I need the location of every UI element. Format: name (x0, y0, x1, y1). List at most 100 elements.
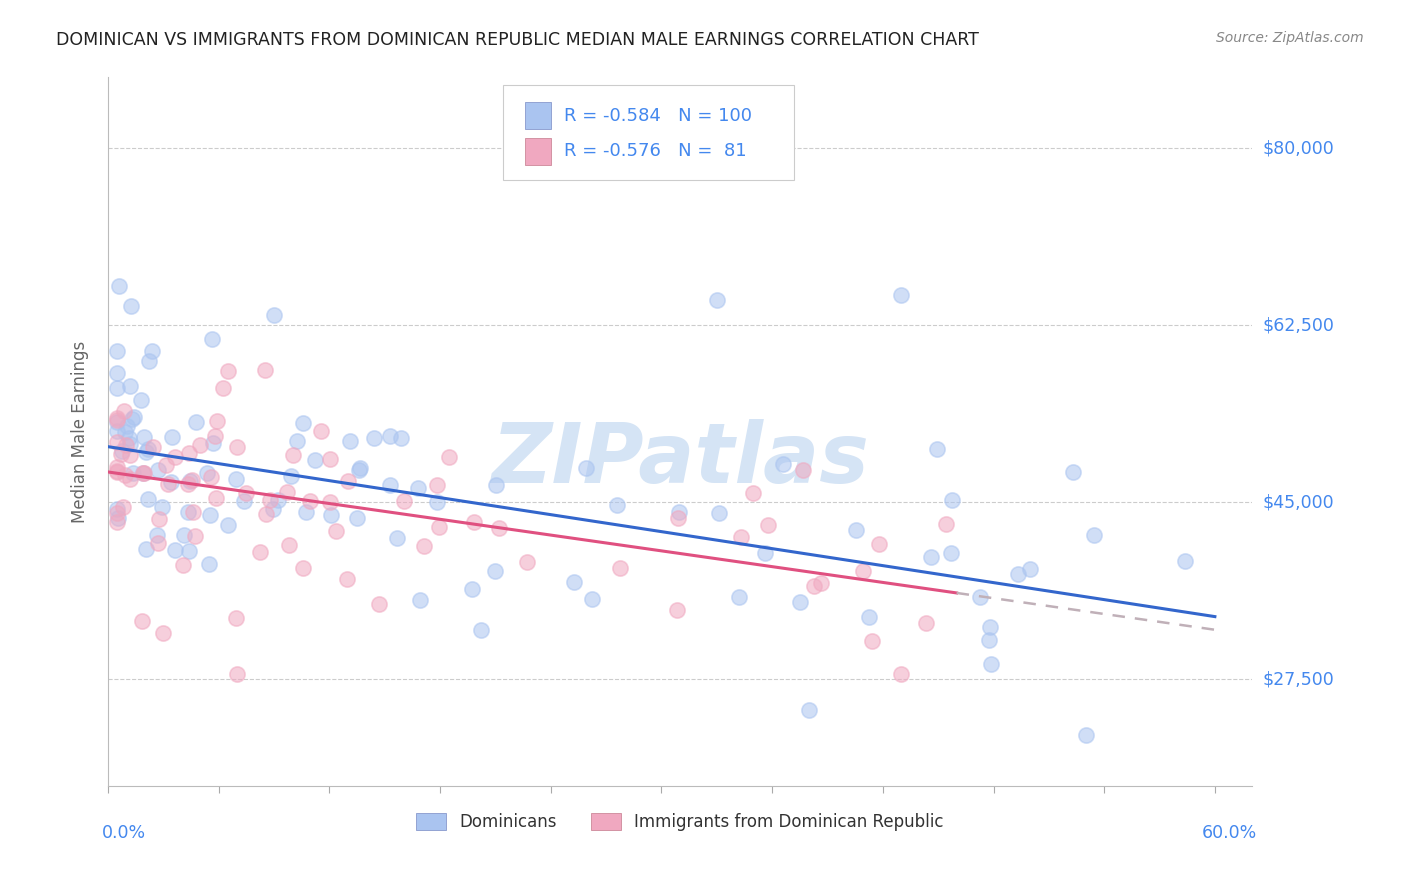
Point (915, 616, 938, 631)
Point (516, 556, 538, 570)
Point (336, 474, 359, 488)
Point (605, 499, 627, 513)
Point (1007, 567, 1029, 582)
Point (200, 332, 222, 346)
Text: DOMINICAN VS IMMIGRANTS FROM DOMINICAN REPUBLIC MEDIAN MALE EARNINGS CORRELATION: DOMINICAN VS IMMIGRANTS FROM DOMINICAN R… (56, 31, 979, 49)
Point (319, 495, 342, 509)
Point (426, 495, 449, 509)
Point (727, 590, 749, 604)
Point (741, 486, 763, 500)
Point (195, 466, 218, 480)
Point (111, 500, 134, 514)
Point (756, 517, 779, 532)
Text: $45,000: $45,000 (1263, 493, 1334, 511)
Text: $27,500: $27,500 (1263, 670, 1334, 689)
Point (754, 546, 776, 560)
Legend: Dominicans, Immigrants from Dominican Republic: Dominicans, Immigrants from Dominican Re… (409, 805, 950, 838)
Point (177, 505, 200, 519)
Point (105, 516, 128, 530)
Point (980, 657, 1002, 671)
Point (105, 424, 128, 438)
Point (118, 472, 141, 486)
Point (105, 381, 128, 395)
Point (309, 425, 332, 439)
Point (198, 508, 221, 523)
Point (156, 476, 179, 491)
Point (105, 413, 128, 427)
Point (562, 575, 585, 590)
Point (211, 381, 233, 395)
Point (427, 520, 450, 534)
Point (363, 431, 385, 445)
Point (709, 507, 731, 521)
Point (120, 299, 142, 313)
Point (797, 703, 820, 717)
Point (134, 430, 156, 444)
Point (148, 512, 170, 526)
Point (179, 544, 201, 558)
Point (291, 560, 314, 574)
Point (389, 431, 412, 445)
Point (1062, 465, 1084, 479)
Point (368, 597, 391, 611)
Point (378, 428, 401, 442)
Bar (526, 137, 551, 164)
Point (152, 500, 174, 514)
Point (173, 528, 195, 542)
Text: Source: ZipAtlas.com: Source: ZipAtlas.com (1216, 31, 1364, 45)
Point (120, 379, 142, 393)
Point (666, 603, 689, 617)
Point (1174, 553, 1197, 567)
Point (408, 481, 430, 495)
Point (184, 415, 207, 429)
Point (319, 451, 342, 466)
Point (184, 529, 207, 543)
Point (121, 466, 143, 480)
Point (179, 474, 201, 488)
Point (235, 486, 257, 500)
Point (148, 536, 170, 550)
Text: $80,000: $80,000 (1263, 139, 1334, 157)
Text: R = -0.584   N = 100: R = -0.584 N = 100 (564, 107, 752, 125)
Point (105, 410, 128, 425)
Point (869, 537, 891, 551)
Point (979, 633, 1001, 648)
Point (1083, 528, 1105, 542)
Point (177, 477, 200, 491)
Point (339, 434, 361, 448)
Point (253, 363, 276, 377)
Point (254, 508, 277, 522)
Point (205, 413, 228, 427)
Point (198, 557, 221, 571)
Point (124, 409, 146, 424)
Point (890, 667, 912, 681)
Point (135, 445, 157, 459)
Point (319, 508, 342, 522)
Point (132, 467, 155, 481)
Point (233, 493, 256, 508)
Point (810, 575, 832, 590)
Point (146, 528, 169, 542)
Point (789, 595, 811, 609)
Point (267, 493, 290, 508)
Point (131, 615, 153, 629)
Point (159, 475, 181, 489)
Point (730, 530, 752, 544)
Point (349, 461, 371, 475)
Point (772, 458, 794, 472)
Point (461, 582, 484, 597)
Point (105, 501, 128, 516)
Point (121, 412, 143, 426)
Point (463, 515, 485, 529)
Point (387, 531, 409, 545)
Text: $62,500: $62,500 (1263, 317, 1334, 334)
Point (105, 435, 128, 450)
Point (439, 450, 461, 464)
Point (304, 453, 326, 467)
Point (484, 564, 506, 578)
Point (280, 469, 302, 483)
Point (299, 494, 322, 508)
Point (803, 579, 825, 593)
Point (259, 492, 281, 507)
Point (112, 404, 135, 418)
